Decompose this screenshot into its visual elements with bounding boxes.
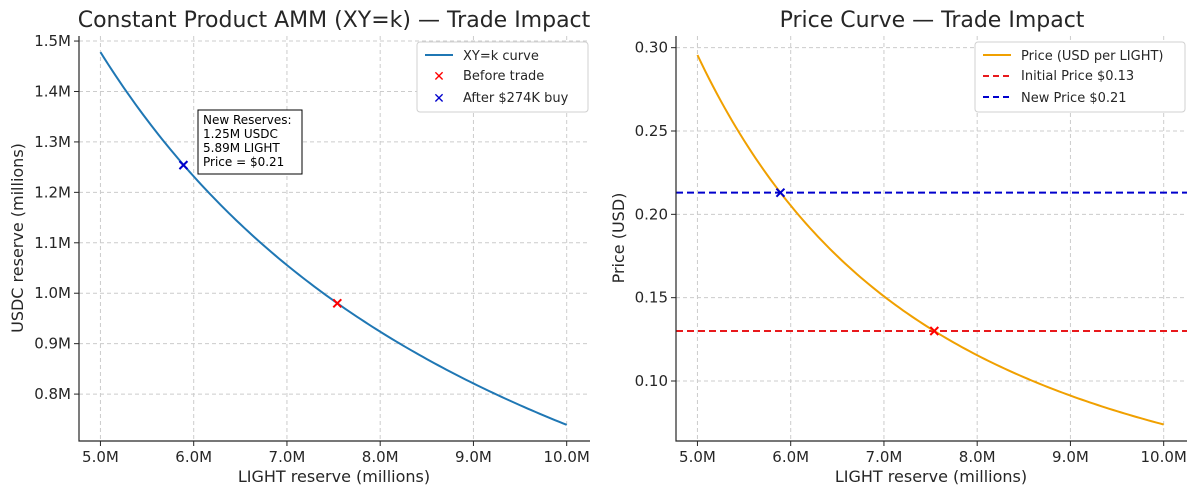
y-axis-label: Price (USD) (609, 193, 628, 284)
x-tick-label: 6.0M (175, 448, 212, 466)
y-tick-label: 0.30 (635, 39, 668, 57)
x-tick-label: 10.0M (1141, 448, 1187, 466)
amm-reserve-chart: Constant Product AMM (XY=k) — Trade Impa… (8, 8, 591, 486)
legend-marker-before: ✕ (433, 69, 445, 85)
chart-title: Price Curve — Trade Impact (780, 8, 1085, 33)
x-tick-label: 7.0M (269, 448, 306, 466)
x-tick-label: 9.0M (455, 448, 492, 466)
x-axis-ticks: 5.0M 6.0M 7.0M 8.0M 9.0M 10.0M (82, 441, 590, 466)
x-axis-label: LIGHT reserve (millions) (835, 467, 1027, 486)
legend-label: Initial Price $0.13 (1021, 69, 1134, 84)
grid (676, 36, 1187, 441)
y-tick-label: 1.5M (34, 32, 71, 50)
axes-spine (78, 36, 590, 442)
y-tick-label: 0.20 (635, 205, 668, 223)
annotation-line: 1.25M USDC (203, 127, 278, 141)
x-tick-label: 5.0M (82, 448, 119, 466)
y-axis-label: USDC reserve (millions) (8, 143, 27, 333)
point-marker (332, 298, 343, 309)
legend: Price (USD per LIGHT) Initial Price $0.1… (974, 41, 1186, 113)
x-tick-label: 5.0M (679, 448, 716, 466)
annotation-box: New Reserves: 1.25M USDC 5.89M LIGHT Pri… (197, 109, 303, 175)
x-tick-label: 6.0M (772, 448, 809, 466)
y-axis-ticks: 0.8M 0.9M 1.0M 1.1M 1.2M 1.3M 1.4M 1.5M (34, 32, 79, 403)
price-curve-line (696, 54, 1164, 426)
legend-label: New Price $0.21 (1021, 91, 1127, 106)
price-curve-chart: Price Curve — Trade Impact 0.100.150.200… (609, 8, 1187, 486)
annotation-line: 5.89M LIGHT (203, 141, 280, 155)
y-tick-label: 0.15 (635, 289, 668, 307)
legend-label: Price (USD per LIGHT) (1021, 49, 1164, 64)
y-tick-label: 1.3M (34, 133, 71, 151)
legend-label: After $274K buy (463, 91, 569, 106)
x-tick-label: 9.0M (1052, 448, 1089, 466)
y-tick-label: 0.8M (34, 385, 71, 403)
axes-spine (675, 36, 1187, 442)
x-tick-label: 10.0M (544, 448, 590, 466)
x-tick-label: 7.0M (866, 448, 903, 466)
annotation-line: New Reserves: (203, 113, 292, 127)
legend-label: XY=k curve (463, 49, 539, 64)
legend: XY=k curve ✕ Before trade ✕ After $274K … (416, 41, 589, 113)
y-tick-label: 1.2M (34, 183, 71, 201)
trade-points (775, 187, 940, 336)
trade-points (178, 160, 343, 309)
legend-marker-after: ✕ (433, 91, 445, 107)
x-axis-label: LIGHT reserve (millions) (238, 467, 430, 486)
legend-label: Before trade (463, 69, 544, 84)
chart-title: Constant Product AMM (XY=k) — Trade Impa… (78, 8, 591, 33)
y-tick-label: 1.4M (34, 82, 71, 100)
point-marker (775, 187, 786, 198)
x-tick-label: 8.0M (362, 448, 399, 466)
point-marker (929, 326, 940, 336)
price-reference-lines (676, 191, 1187, 332)
y-tick-label: 1.1M (34, 234, 71, 252)
y-tick-label: 0.25 (635, 122, 668, 140)
y-axis-ticks: 0.10 0.15 0.20 0.25 0.30 (635, 39, 676, 390)
x-axis-ticks: 5.0M 6.0M 7.0M 8.0M 9.0M 10.0M (679, 441, 1187, 466)
y-tick-label: 1.0M (34, 284, 71, 302)
point-marker (178, 160, 189, 170)
x-tick-label: 8.0M (959, 448, 996, 466)
annotation-line: Price = $0.21 (203, 155, 284, 169)
y-tick-label: 0.10 (635, 372, 668, 390)
y-tick-label: 0.9M (34, 335, 71, 353)
